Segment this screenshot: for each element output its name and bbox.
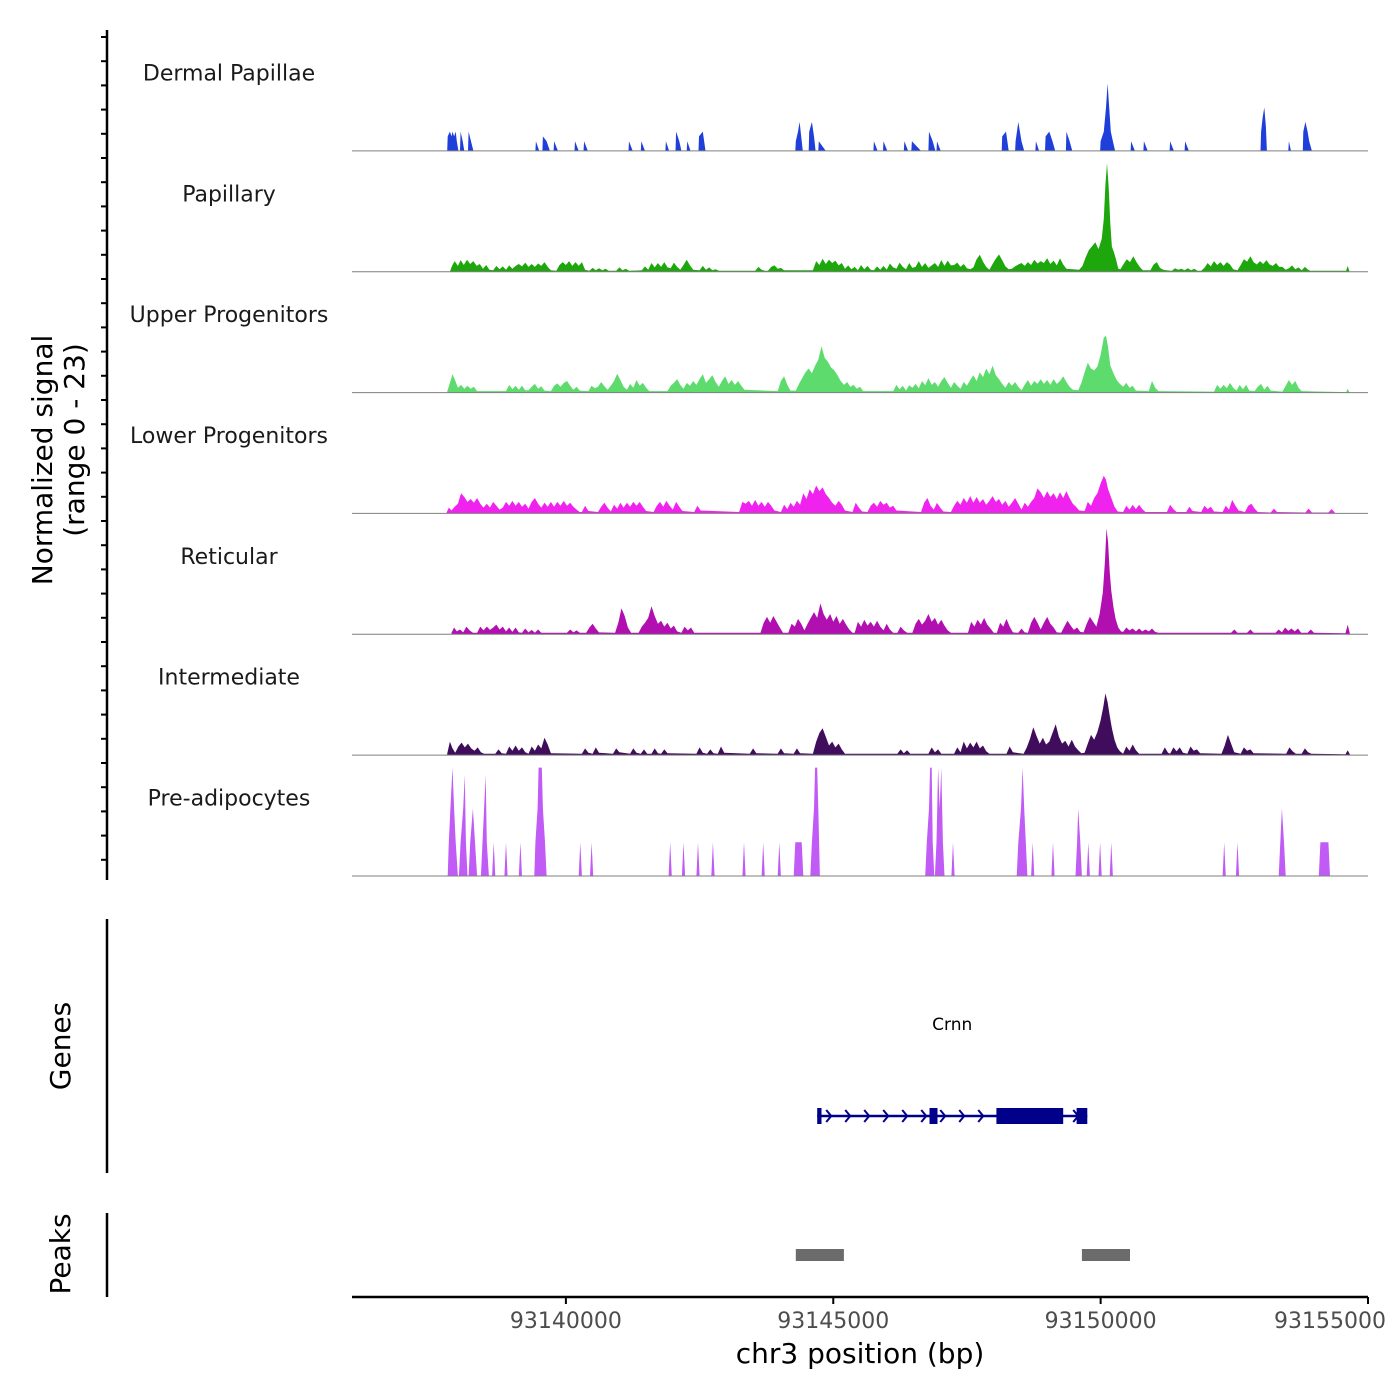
track-signal — [447, 693, 1350, 756]
gene-label: Crnn — [932, 1015, 972, 1035]
gene-exon — [929, 1108, 938, 1124]
strand-arrow — [882, 1109, 890, 1123]
track-upper-progenitors: Upper Progenitors — [130, 303, 1368, 394]
x-axis-title: chr3 position (bp) — [736, 1337, 985, 1370]
strand-arrow — [863, 1109, 871, 1123]
track-dermal-papillae: Dermal Papillae — [143, 61, 1368, 152]
x-tick-label: 93155000 — [1274, 1309, 1386, 1334]
track-signal — [451, 528, 1350, 635]
track-label: Papillary — [182, 182, 276, 207]
track-intermediate: Intermediate — [158, 666, 1368, 756]
genes-panel-label: Genes — [44, 1002, 77, 1090]
peaks-panel-label: Peaks — [44, 1213, 77, 1294]
track-label: Reticular — [180, 545, 278, 570]
track-pre-adipocytes: Pre-adipocytes — [148, 767, 1368, 877]
strand-arrow — [920, 1109, 928, 1123]
peak-region — [1081, 1249, 1130, 1261]
gene-exon — [996, 1108, 1064, 1124]
track-label: Dermal Papillae — [143, 61, 315, 86]
peak-region — [795, 1249, 844, 1261]
track-label: Upper Progenitors — [130, 303, 329, 328]
gene-exon — [1076, 1108, 1088, 1124]
coverage-tracks: Dermal Papillae Papillary Upper Progenitor… — [130, 61, 1368, 877]
y-axis-label-line2: (range 0 - 23) — [58, 343, 91, 537]
track-signal — [447, 83, 1312, 151]
y-axis-label-line1: Normalized signal — [26, 335, 59, 586]
track-signal — [447, 335, 1350, 393]
x-tick-label: 93150000 — [1045, 1309, 1157, 1334]
x-tick-label: 93145000 — [777, 1309, 889, 1334]
track-label: Pre-adipocytes — [148, 787, 311, 812]
track-label: Lower Progenitors — [130, 424, 328, 449]
gene-annotation-panel: Crnn — [105, 919, 1088, 1173]
track-signal — [449, 163, 1350, 272]
peaks-panel — [105, 1213, 1130, 1297]
strand-arrow — [939, 1109, 947, 1123]
strand-arrow — [901, 1109, 909, 1123]
track-lower-progenitors: Lower Progenitors — [130, 424, 1368, 514]
strand-arrow — [958, 1109, 966, 1123]
strand-arrow — [844, 1109, 852, 1123]
strand-arrow — [825, 1109, 833, 1123]
signal-y-axis — [101, 30, 109, 880]
track-signal — [447, 767, 1330, 876]
track-signal — [446, 475, 1335, 514]
track-label: Intermediate — [158, 666, 300, 691]
strand-arrow — [977, 1109, 985, 1123]
gene-exon — [817, 1108, 822, 1124]
gene-crnn: Crnn — [817, 1015, 1088, 1124]
track-reticular: Reticular — [180, 528, 1368, 635]
track-papillary: Papillary — [182, 163, 1368, 273]
x-tick-label: 93140000 — [510, 1309, 622, 1334]
x-axis: 93140000 93145000 93150000 93155000 — [352, 1295, 1386, 1334]
